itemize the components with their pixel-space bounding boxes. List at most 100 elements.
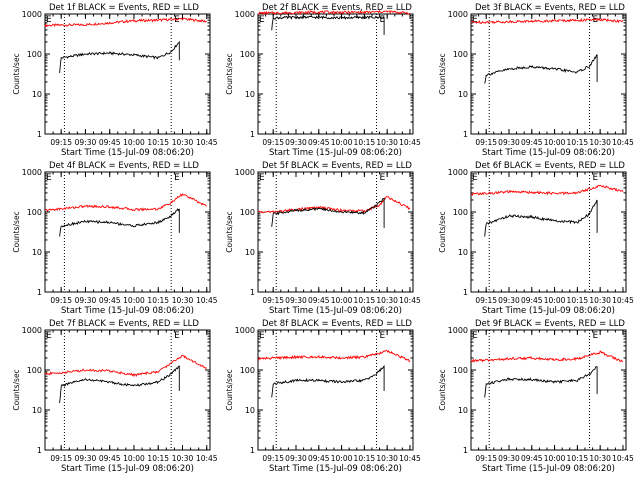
x-tick-label: 10:45: [612, 138, 634, 147]
plot-frame: [44, 13, 211, 135]
panel-title: Det 1f BLACK = Events, RED = LLD: [49, 3, 199, 13]
x-tick-label: 09:15: [475, 296, 497, 305]
x-tick-label: 09:30: [75, 138, 97, 147]
y-tick-label: 1: [463, 130, 468, 139]
x-tick-label: 09:15: [262, 296, 284, 305]
corner-mark-left: E: [259, 173, 265, 183]
corner-mark-left: E: [472, 173, 478, 183]
lld-series-line: [470, 350, 624, 363]
x-tick-label: 10:15: [147, 296, 169, 305]
events-series-line: [484, 199, 598, 237]
events-series-line: [271, 197, 385, 228]
x-tick-label: 10:00: [544, 138, 566, 147]
x-tick-label: 10:45: [399, 454, 421, 463]
events-series-line: [271, 364, 385, 398]
x-tick-label: 09:30: [498, 296, 520, 305]
x-tick-label: 10:00: [123, 138, 145, 147]
corner-mark-right: E: [380, 173, 386, 183]
plot-frame: [470, 171, 627, 293]
x-tick-label: 09:30: [285, 138, 307, 147]
events-series-line: [59, 365, 180, 404]
lld-series-line: [44, 193, 207, 212]
x-tick-label: 09:15: [50, 454, 72, 463]
x-axis-label: Start Time (15-Jul-09 08:06:20): [482, 306, 615, 316]
plot-frame: [470, 329, 627, 451]
x-tick-label: 09:30: [285, 454, 307, 463]
y-tick-label: 1: [37, 446, 42, 455]
y-axis-label: Counts/sec: [12, 369, 21, 410]
x-tick-label: 09:15: [262, 454, 284, 463]
y-tick-label: 1000: [448, 10, 468, 19]
corner-mark-left: E: [472, 331, 478, 341]
corner-mark-right: E: [380, 15, 386, 25]
x-tick-label: 10:00: [544, 296, 566, 305]
corner-mark-right: E: [593, 15, 599, 25]
panel-7: Det 7f BLACK = Events, RED = LLD 1 10 100 10…: [12, 319, 218, 474]
y-tick-label: 100: [27, 208, 42, 217]
plot-frame: [257, 13, 414, 135]
plot-frame: [470, 13, 627, 135]
y-tick-label: 1000: [22, 168, 42, 177]
y-tick-label: 1: [37, 288, 42, 297]
x-tick-label: 10:00: [544, 454, 566, 463]
y-tick-label: 100: [453, 208, 468, 217]
x-tick-label: 10:00: [123, 454, 145, 463]
y-axis-label: Counts/sec: [438, 369, 447, 410]
x-axis-label: Start Time (15-Jul-09 08:06:20): [61, 464, 194, 474]
x-tick-label: 09:30: [498, 454, 520, 463]
plot-frame: [44, 171, 211, 293]
x-tick-label: 09:45: [308, 296, 330, 305]
x-tick-label: 09:15: [50, 138, 72, 147]
x-tick-label: 09:45: [521, 138, 543, 147]
y-axis-label: Counts/sec: [438, 211, 447, 252]
x-tick-label: 09:15: [475, 138, 497, 147]
y-tick-label: 1: [250, 130, 255, 139]
x-tick-label: 09:30: [285, 296, 307, 305]
corner-mark-right: E: [593, 173, 599, 183]
y-tick-label: 10: [458, 90, 468, 99]
y-tick-label: 1: [250, 446, 255, 455]
lld-series-line: [258, 9, 411, 16]
y-tick-label: 1: [463, 446, 468, 455]
x-tick-label: 10:15: [567, 296, 589, 305]
x-tick-label: 09:45: [99, 454, 121, 463]
y-tick-label: 1: [463, 288, 468, 297]
y-tick-label: 10: [458, 248, 468, 257]
y-tick-label: 1000: [448, 168, 468, 177]
x-axis-label: Start Time (15-Jul-09 08:06:20): [61, 306, 194, 316]
x-tick-label: 10:15: [354, 138, 376, 147]
y-tick-label: 10: [32, 406, 42, 415]
events-series-line: [484, 54, 598, 84]
x-tick-label: 10:30: [589, 138, 611, 147]
y-axis-label: Counts/sec: [225, 369, 234, 410]
y-tick-label: 1: [37, 130, 42, 139]
corner-mark-right: E: [174, 173, 180, 183]
x-tick-label: 10:45: [196, 296, 218, 305]
corner-mark-left: E: [46, 15, 52, 25]
y-tick-label: 10: [245, 248, 255, 257]
x-tick-label: 09:15: [50, 296, 72, 305]
events-series-line: [59, 40, 180, 74]
y-tick-label: 10: [245, 90, 255, 99]
events-series-line: [271, 14, 385, 35]
corner-mark-left: E: [472, 15, 478, 25]
x-tick-label: 10:15: [567, 138, 589, 147]
y-axis-label: Counts/sec: [225, 53, 234, 94]
y-tick-label: 10: [32, 90, 42, 99]
x-tick-label: 10:45: [612, 454, 634, 463]
y-tick-label: 100: [453, 366, 468, 375]
lld-series-line: [257, 196, 411, 215]
x-tick-label: 09:45: [521, 454, 543, 463]
x-axis-label: Start Time (15-Jul-09 08:06:20): [269, 464, 402, 474]
x-tick-label: 10:45: [399, 138, 421, 147]
lld-series-line: [44, 17, 207, 28]
y-tick-label: 100: [240, 208, 255, 217]
y-tick-label: 1000: [22, 10, 42, 19]
x-tick-label: 09:45: [308, 138, 330, 147]
y-axis-label: Counts/sec: [12, 211, 21, 252]
x-tick-label: 09:30: [75, 454, 97, 463]
y-tick-label: 100: [27, 366, 42, 375]
corner-mark-right: E: [593, 331, 599, 341]
y-tick-label: 10: [458, 406, 468, 415]
